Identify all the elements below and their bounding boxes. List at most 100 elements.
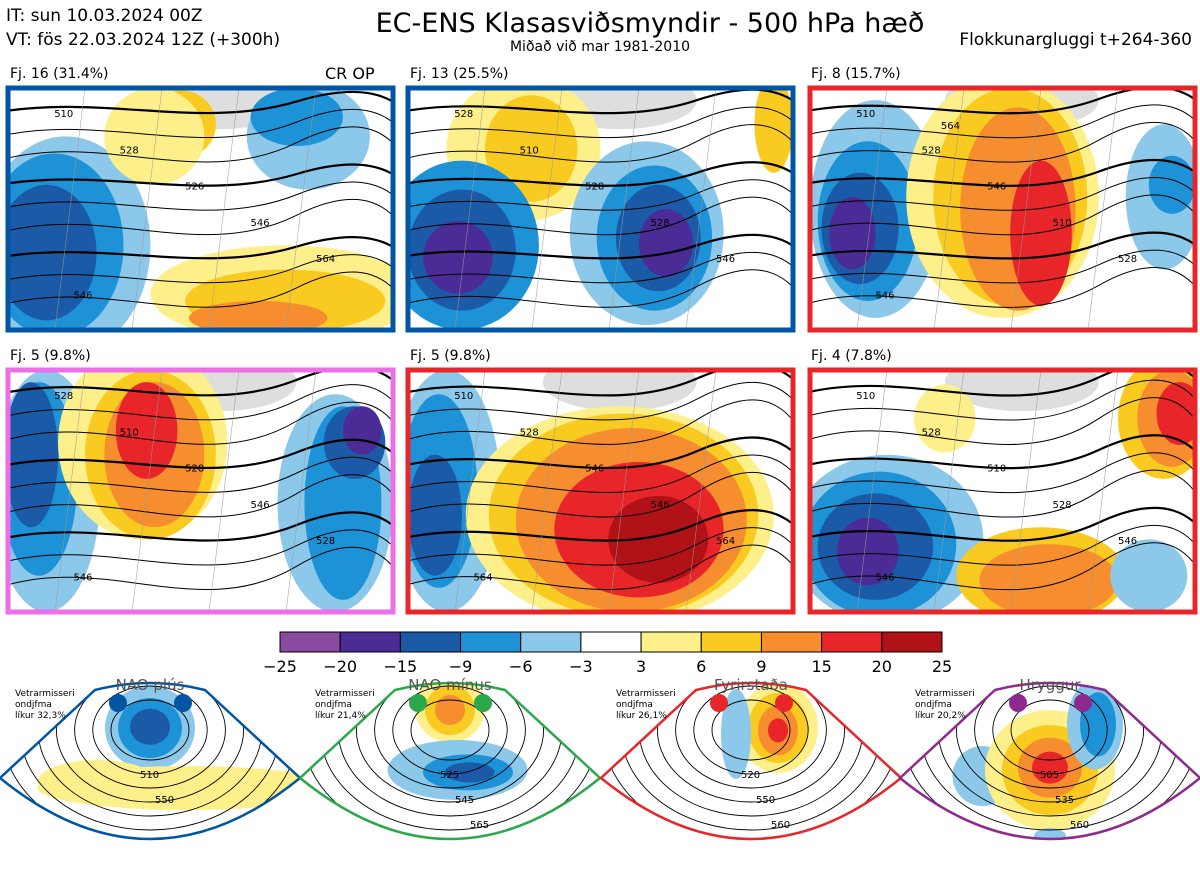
graticule-line xyxy=(54,370,86,612)
colorbar-tick-label: −25 xyxy=(263,657,297,676)
run-info: IT: sun 10.03.2024 00Z VT: fös 22.03.202… xyxy=(6,4,280,52)
contour-label: 545 xyxy=(455,795,474,806)
contour-label: 510 xyxy=(54,109,73,120)
height-contour xyxy=(8,456,393,493)
contour-label: 564 xyxy=(716,536,735,547)
contour-label: 528 xyxy=(316,536,335,547)
colorbar-tick-label: −6 xyxy=(509,657,533,676)
map-frame xyxy=(405,367,796,615)
height-contour xyxy=(92,685,208,775)
height-contour xyxy=(408,509,793,542)
height-contour xyxy=(810,379,1195,421)
height-contour xyxy=(408,269,793,308)
anomaly-area xyxy=(37,760,158,804)
contour-label: 528 xyxy=(585,182,604,193)
graticule-line xyxy=(131,88,163,330)
height-contour xyxy=(408,88,793,115)
graticule-line xyxy=(608,370,640,612)
contour-label: 546 xyxy=(875,573,894,584)
pattern-season: Vetrarmisseri xyxy=(915,689,975,699)
cluster-map-4: 528 510 528 546 528 546 xyxy=(5,367,396,615)
pattern-probability: líkur 32,3% xyxy=(15,711,66,721)
graticule-line xyxy=(208,370,240,612)
pattern-probability: líkur 26,1% xyxy=(616,711,667,721)
height-contour xyxy=(8,90,393,115)
contour-label: 510 xyxy=(856,109,875,120)
pattern-marker xyxy=(1074,694,1092,712)
map-frame xyxy=(807,85,1198,333)
contour-label: 528 xyxy=(54,391,73,402)
contour-label: 546 xyxy=(875,291,894,302)
graticule-line xyxy=(531,88,563,330)
map-tag-1: CR OP xyxy=(325,64,375,83)
height-contour xyxy=(408,399,793,445)
graticule-line xyxy=(856,370,888,612)
graticule-line xyxy=(131,370,163,612)
pattern-marker xyxy=(710,694,728,712)
height-contour xyxy=(8,236,393,260)
contour-label: 520 xyxy=(741,770,760,781)
height-contour xyxy=(408,124,793,163)
cluster-map-3: 510 528 546 510 528 546 564 xyxy=(807,85,1198,333)
height-contour xyxy=(8,546,393,590)
height-contour xyxy=(8,370,393,397)
pattern-season: Vetrarmisseri xyxy=(616,689,676,699)
pattern-marker xyxy=(474,694,492,712)
contour-label: 546 xyxy=(1118,536,1137,547)
height-contour xyxy=(810,434,1195,470)
height-contour xyxy=(408,196,793,236)
anomaly-area xyxy=(423,221,493,294)
colorbar-tick-label: −20 xyxy=(323,657,357,676)
pattern-name: Fyrirstaða xyxy=(714,676,788,694)
height-contour xyxy=(810,88,1195,115)
pattern-probability: líkur 20,2% xyxy=(915,711,966,721)
contour-label: 525 xyxy=(440,770,459,781)
colorbar-tick-label: −3 xyxy=(569,657,593,676)
height-contour xyxy=(8,438,393,469)
height-contour xyxy=(8,181,393,211)
height-contour xyxy=(810,397,1195,445)
contour-label: 510 xyxy=(454,391,473,402)
anomaly-area xyxy=(188,300,328,330)
colorbar-tick-label: −9 xyxy=(449,657,473,676)
anomaly-area xyxy=(115,382,178,479)
anomaly-area xyxy=(1148,155,1195,214)
height-contour xyxy=(374,683,526,789)
pattern-marker xyxy=(409,694,427,712)
height-contour xyxy=(8,384,393,421)
anomaly-area xyxy=(721,689,751,779)
height-contour xyxy=(408,382,793,421)
anomaly-area xyxy=(8,382,59,528)
contour-label: 565 xyxy=(470,820,489,831)
anomaly-area xyxy=(979,544,1118,612)
cluster-map-1: 510 528 526 546 564 546 xyxy=(5,85,396,333)
height-contour xyxy=(74,683,226,789)
fan-outline xyxy=(599,681,903,841)
colorbar-tick-label: 3 xyxy=(636,657,646,676)
map-frame xyxy=(807,367,1198,615)
height-contour xyxy=(8,271,393,308)
contour-label: 528 xyxy=(1053,500,1072,511)
contour-label: 546 xyxy=(251,218,270,229)
height-contour xyxy=(955,683,1145,803)
contour-label: 546 xyxy=(585,464,604,475)
cluster-map-5: 510 528 546 546 564 564 xyxy=(405,367,796,615)
contour-label: 546 xyxy=(73,573,92,584)
height-contour xyxy=(810,177,1195,211)
height-contour xyxy=(408,106,793,139)
anomaly-area xyxy=(130,708,170,745)
pattern-marker xyxy=(109,694,127,712)
height-contour xyxy=(810,542,1195,591)
height-contour xyxy=(408,544,793,591)
contour-label: 564 xyxy=(473,573,492,584)
height-contour xyxy=(810,122,1195,163)
contour-label: 510 xyxy=(987,464,1006,475)
height-contour xyxy=(810,249,1195,284)
contour-label: 510 xyxy=(520,145,539,156)
colorbar-swatch xyxy=(881,631,943,653)
